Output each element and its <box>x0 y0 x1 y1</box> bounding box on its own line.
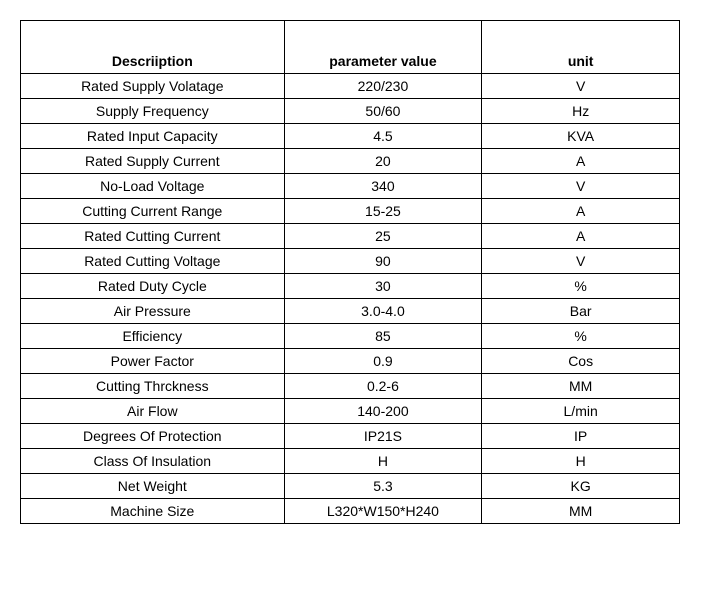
table-row: Cutting Current Range 15-25 A <box>21 199 680 224</box>
value-cell: 0.9 <box>284 349 482 374</box>
unit-cell: V <box>482 174 680 199</box>
spec-table: Descriiption parameter value unit Rated … <box>20 20 680 524</box>
desc-cell: Cutting Thrckness <box>21 374 285 399</box>
col-header-parameter: parameter value <box>284 21 482 74</box>
desc-cell: Net Weight <box>21 474 285 499</box>
value-cell: 4.5 <box>284 124 482 149</box>
value-cell: 90 <box>284 249 482 274</box>
unit-cell: H <box>482 449 680 474</box>
unit-cell: A <box>482 199 680 224</box>
value-cell: 20 <box>284 149 482 174</box>
unit-cell: V <box>482 74 680 99</box>
desc-cell: Machine Size <box>21 499 285 524</box>
unit-cell: L/min <box>482 399 680 424</box>
unit-cell: MM <box>482 499 680 524</box>
unit-cell: KG <box>482 474 680 499</box>
table-row: Net Weight 5.3 KG <box>21 474 680 499</box>
value-cell: 15-25 <box>284 199 482 224</box>
desc-cell: Air Flow <box>21 399 285 424</box>
table-row: Efficiency 85 % <box>21 324 680 349</box>
value-cell: 85 <box>284 324 482 349</box>
desc-cell: Class Of Insulation <box>21 449 285 474</box>
value-cell: 25 <box>284 224 482 249</box>
desc-cell: Rated Supply Volatage <box>21 74 285 99</box>
desc-cell: Efficiency <box>21 324 285 349</box>
table-row: Air Pressure 3.0-4.0 Bar <box>21 299 680 324</box>
value-cell: IP21S <box>284 424 482 449</box>
value-cell: 30 <box>284 274 482 299</box>
table-body: Rated Supply Volatage 220/230 V Supply F… <box>21 74 680 524</box>
unit-cell: V <box>482 249 680 274</box>
desc-cell: Supply Frequency <box>21 99 285 124</box>
unit-cell: Bar <box>482 299 680 324</box>
desc-cell: Air Pressure <box>21 299 285 324</box>
table-row: Rated Cutting Current 25 A <box>21 224 680 249</box>
table-row: Supply Frequency 50/60 Hz <box>21 99 680 124</box>
table-row: Class Of Insulation H H <box>21 449 680 474</box>
value-cell: 3.0-4.0 <box>284 299 482 324</box>
unit-cell: % <box>482 274 680 299</box>
value-cell: 220/230 <box>284 74 482 99</box>
desc-cell: Degrees Of Protection <box>21 424 285 449</box>
desc-cell: Power Factor <box>21 349 285 374</box>
unit-cell: A <box>482 149 680 174</box>
table-row: Rated Input Capacity 4.5 KVA <box>21 124 680 149</box>
unit-cell: % <box>482 324 680 349</box>
unit-cell: Cos <box>482 349 680 374</box>
table-row: Cutting Thrckness 0.2-6 MM <box>21 374 680 399</box>
desc-cell: Rated Input Capacity <box>21 124 285 149</box>
table-row: Power Factor 0.9 Cos <box>21 349 680 374</box>
value-cell: 5.3 <box>284 474 482 499</box>
table-row: Machine Size L320*W150*H240 MM <box>21 499 680 524</box>
desc-cell: Rated Cutting Current <box>21 224 285 249</box>
unit-cell: KVA <box>482 124 680 149</box>
unit-cell: A <box>482 224 680 249</box>
col-header-unit: unit <box>482 21 680 74</box>
table-row: Rated Cutting Voltage 90 V <box>21 249 680 274</box>
value-cell: 50/60 <box>284 99 482 124</box>
col-header-description: Descriiption <box>21 21 285 74</box>
unit-cell: IP <box>482 424 680 449</box>
value-cell: H <box>284 449 482 474</box>
table-row: Degrees Of Protection IP21S IP <box>21 424 680 449</box>
desc-cell: Rated Cutting Voltage <box>21 249 285 274</box>
table-row: Rated Duty Cycle 30 % <box>21 274 680 299</box>
value-cell: 340 <box>284 174 482 199</box>
unit-cell: Hz <box>482 99 680 124</box>
desc-cell: Rated Supply Current <box>21 149 285 174</box>
value-cell: 140-200 <box>284 399 482 424</box>
unit-cell: MM <box>482 374 680 399</box>
table-row: Rated Supply Current 20 A <box>21 149 680 174</box>
value-cell: 0.2-6 <box>284 374 482 399</box>
desc-cell: No-Load Voltage <box>21 174 285 199</box>
desc-cell: Rated Duty Cycle <box>21 274 285 299</box>
table-row: Air Flow 140-200 L/min <box>21 399 680 424</box>
header-row: Descriiption parameter value unit <box>21 21 680 74</box>
table-row: Rated Supply Volatage 220/230 V <box>21 74 680 99</box>
desc-cell: Cutting Current Range <box>21 199 285 224</box>
value-cell: L320*W150*H240 <box>284 499 482 524</box>
table-row: No-Load Voltage 340 V <box>21 174 680 199</box>
